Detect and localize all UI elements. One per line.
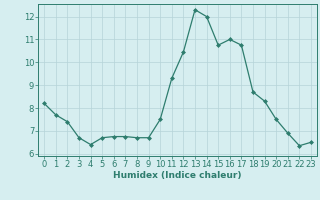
X-axis label: Humidex (Indice chaleur): Humidex (Indice chaleur) — [113, 171, 242, 180]
